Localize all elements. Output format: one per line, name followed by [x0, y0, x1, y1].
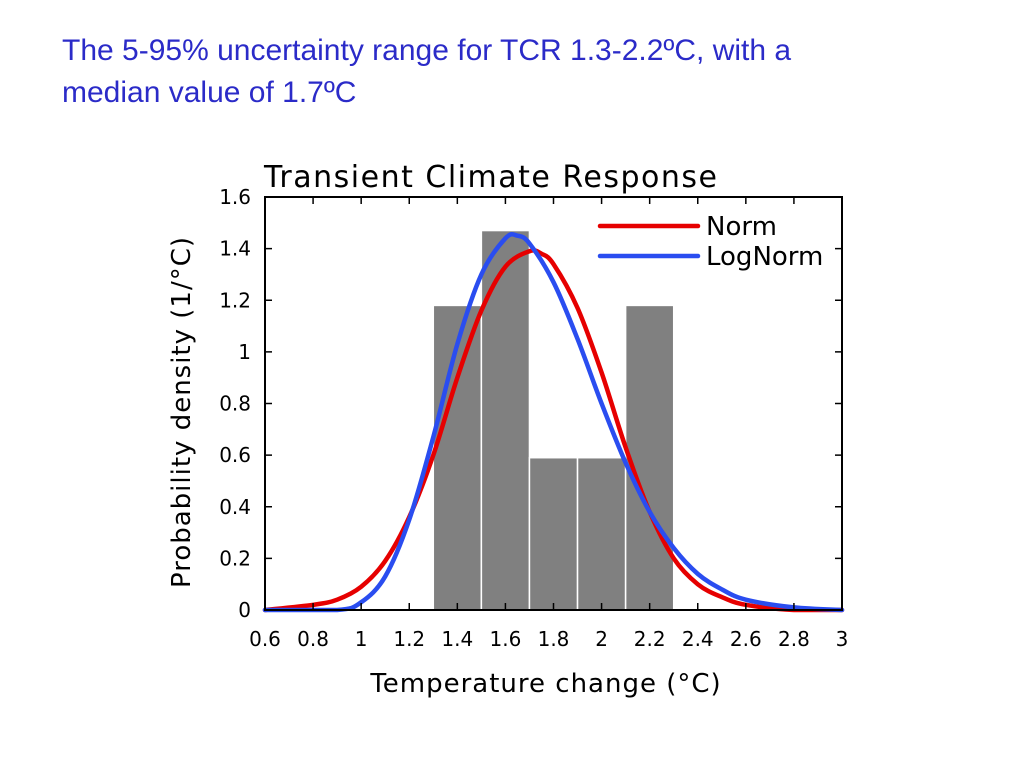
- y-tick-label: 1: [238, 340, 251, 364]
- histogram-bar: [576, 456, 627, 611]
- x-tick-label: 0.6: [249, 627, 281, 651]
- slide-title: The 5-95% uncertainty range for TCR 1.3-…: [62, 30, 962, 114]
- x-tick-label: 2.2: [634, 627, 666, 651]
- y-axis-ticks: 0 0.2 0.4 0.6 0.8 1 1.2 1.4 1.6: [219, 185, 842, 622]
- curve-lognorm: [262, 232, 845, 613]
- y-tick-label: 1.2: [219, 288, 251, 312]
- y-tick-label: 0: [238, 598, 251, 622]
- x-tick-label: 1.6: [490, 627, 522, 651]
- y-tick-label: 0.2: [219, 546, 251, 570]
- x-axis-title: Temperature change (°C): [369, 669, 721, 699]
- x-tick-label: 2.8: [778, 627, 810, 651]
- x-tick-label: 2: [595, 627, 608, 651]
- y-tick-label: 0.4: [219, 495, 251, 519]
- x-tick-label: 0.8: [297, 627, 329, 651]
- x-tick-label: 1: [355, 627, 368, 651]
- histogram-bar: [624, 304, 675, 611]
- legend-label-norm: Norm: [706, 212, 777, 242]
- y-axis-title: Probability density (1/°C): [167, 236, 197, 588]
- y-tick-label: 1.6: [219, 185, 251, 209]
- x-tick-label: 2.6: [730, 627, 762, 651]
- histogram-bars: [432, 229, 675, 611]
- slide-title-line-1: The 5-95% uncertainty range for TCR 1.3-…: [62, 34, 792, 67]
- slide-title-line-2: median value of 1.7ºC: [62, 76, 357, 109]
- histogram-bar: [528, 456, 579, 611]
- histogram-bar: [480, 229, 531, 611]
- x-tick-label: 1.8: [538, 627, 570, 651]
- x-axis-ticks: 0.6 0.8 1 1.2 1.4 1.6 1.8 2 2.2 2.4 2.6 2.8 3: [249, 197, 848, 651]
- legend-label-lognorm: LogNorm: [706, 242, 823, 272]
- y-tick-label: 0.8: [219, 392, 251, 416]
- x-tick-label: 1.2: [393, 627, 425, 651]
- density-curves: [262, 232, 845, 613]
- curve-norm: [262, 248, 845, 613]
- y-tick-label: 1.4: [219, 237, 251, 261]
- x-tick-label: 2.4: [682, 627, 714, 651]
- x-tick-label: 1.4: [441, 627, 473, 651]
- x-tick-label: 3: [836, 627, 849, 651]
- chart-title: Transient Climate Response: [263, 160, 718, 195]
- y-tick-label: 0.6: [219, 443, 251, 467]
